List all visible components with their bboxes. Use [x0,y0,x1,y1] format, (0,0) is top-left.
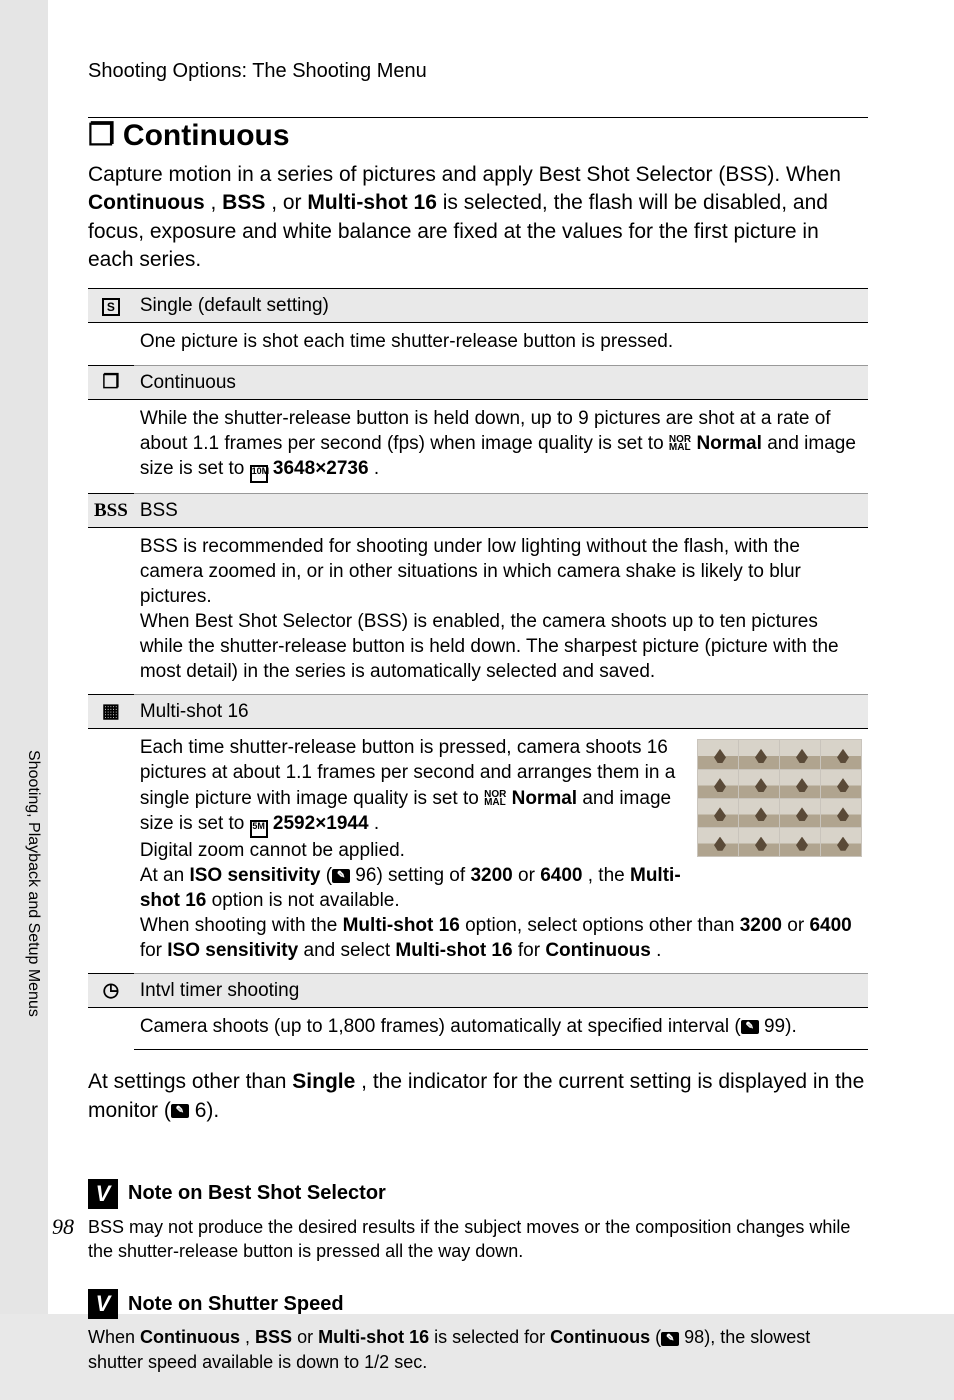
multishot-icon: ▦ [88,695,134,729]
body-text: for [140,940,167,961]
body-text: for [518,940,545,961]
note-text: or [297,1327,318,1347]
side-section-label: Shooting, Playback and Setup Menus [24,750,42,1017]
body-text: Camera shoots (up to 1,800 frames) autom… [140,1016,741,1037]
option-label: Continuous [134,365,868,399]
section-title: Continuous [123,119,290,153]
page-sheet: Shooting, Playback and Setup Menus 98 Sh… [0,0,954,1314]
option-row-multishot: ▦ Multi-shot 16 [88,695,868,729]
body-text: or [787,915,809,936]
multishot-thumbnail [697,739,862,857]
page-ref-icon: ✎ [171,1104,189,1118]
body-bold: ISO sensitivity [167,940,298,961]
footnote: At settings other than Single , the indi… [88,1068,868,1125]
intro-text: , [210,191,222,214]
note-text: When [88,1327,140,1347]
body-text: . [374,813,379,834]
section-intro: Capture motion in a series of pictures a… [88,161,868,274]
option-row-bss: BSS BSS [88,493,868,527]
page-ref-icon: ✎ [741,1020,759,1034]
intro-bss: BSS [222,191,265,214]
note-body: BSS may not produce the desired results … [88,1215,868,1264]
note-title: Note on Best Shot Selector [128,1182,386,1205]
image-size-icon: 5M [250,820,268,838]
body-text: and select [304,940,396,961]
note-text: , [245,1327,255,1347]
option-body: Camera shoots (up to 1,800 frames) autom… [134,1008,868,1050]
option-body: Each time shutter-release button is pres… [134,729,868,974]
intro-text: Capture motion in a series of pictures a… [88,163,841,186]
option-label: BSS [134,493,868,527]
page-number: 98 [52,1214,74,1240]
note-bold: Continuous [140,1327,240,1347]
option-label: Single (default setting) [134,289,868,323]
continuous-mode-icon: ❐ [88,365,134,399]
note-heading: V Note on Shutter Speed [88,1289,868,1319]
note-bold: Multi-shot 16 [318,1327,429,1347]
intro-multishot: Multi-shot 16 [307,191,437,214]
body-bold: Multi-shot 16 [395,940,512,961]
continuous-icon: ❐ [88,118,115,153]
normal-quality-icon: NORMAL [669,436,691,452]
page-ref-icon: ✎ [332,869,350,883]
interval-timer-icon: ◷ [88,974,134,1008]
body-bold: 3648×2736 [273,458,369,479]
option-row-intvl: ◷ Intvl timer shooting [88,974,868,1008]
body-text: option, select options other than [465,915,740,936]
footnote-bold: Single [292,1070,355,1093]
intro-continuous: Continuous [88,191,205,214]
body-bold: 2592×1944 [273,813,369,834]
page-content: Shooting Options: The Shooting Menu ❐ Co… [88,60,868,1400]
body-text: option is not available. [212,890,400,911]
single-icon: S [102,298,120,316]
body-text: When shooting with the [140,915,343,936]
option-body: While the shutter-release button is held… [134,399,868,493]
body-text: Digital zoom cannot be applied. [140,840,405,861]
option-row-continuous: ❐ Continuous [88,365,868,399]
body-text: . [656,940,661,961]
option-body: BSS is recommended for shooting under lo… [134,527,868,694]
body-bold: 3200 [740,915,782,936]
body-bold: 6400 [540,865,582,886]
note-body: When Continuous , BSS or Multi-shot 16 i… [88,1325,868,1374]
body-bold: 3200 [470,865,512,886]
options-table: S Single (default setting) One picture i… [88,288,868,1050]
notes-section: V Note on Best Shot Selector BSS may not… [88,1179,868,1374]
body-text: At an [140,865,190,886]
note-bold: BSS [255,1327,292,1347]
body-bold: ISO sensitivity [189,865,320,886]
bss-icon: BSS [88,493,134,527]
option-row-single: S Single (default setting) [88,289,868,323]
page-gutter [0,0,48,1314]
note-title: Note on Shutter Speed [128,1293,344,1316]
page-ref: 99). [759,1016,797,1037]
body-bold: Multi-shot 16 [343,915,460,936]
option-label: Multi-shot 16 [134,695,868,729]
page-ref: 6). [189,1099,219,1122]
body-text: . [374,458,379,479]
body-text: , the [588,865,630,886]
note-check-icon: V [88,1179,118,1209]
option-body: One picture is shot each time shutter-re… [134,323,868,365]
image-size-icon: 10M [250,465,268,483]
body-text: or [518,865,540,886]
note-check-icon: V [88,1289,118,1319]
page-ref-icon: ✎ [661,1332,679,1346]
body-bold: 6400 [809,915,851,936]
option-label: Intvl timer shooting [134,974,868,1008]
note-text: is selected for [434,1327,550,1347]
body-bold: Normal [512,788,577,809]
body-text: When Best Shot Selector (BSS) is enabled… [140,611,839,682]
normal-quality-icon: NORMAL [484,791,506,807]
section-heading: ❐ Continuous [88,118,868,153]
page-ref: 96) setting of [350,865,470,886]
intro-text: , or [271,191,307,214]
note-bold: Continuous [550,1327,650,1347]
footnote-text: At settings other than [88,1070,292,1093]
body-text: BSS is recommended for shooting under lo… [140,536,801,607]
note-heading: V Note on Best Shot Selector [88,1179,868,1209]
breadcrumb: Shooting Options: The Shooting Menu [88,60,868,83]
body-bold: Normal [696,433,761,454]
body-bold: Continuous [545,940,651,961]
